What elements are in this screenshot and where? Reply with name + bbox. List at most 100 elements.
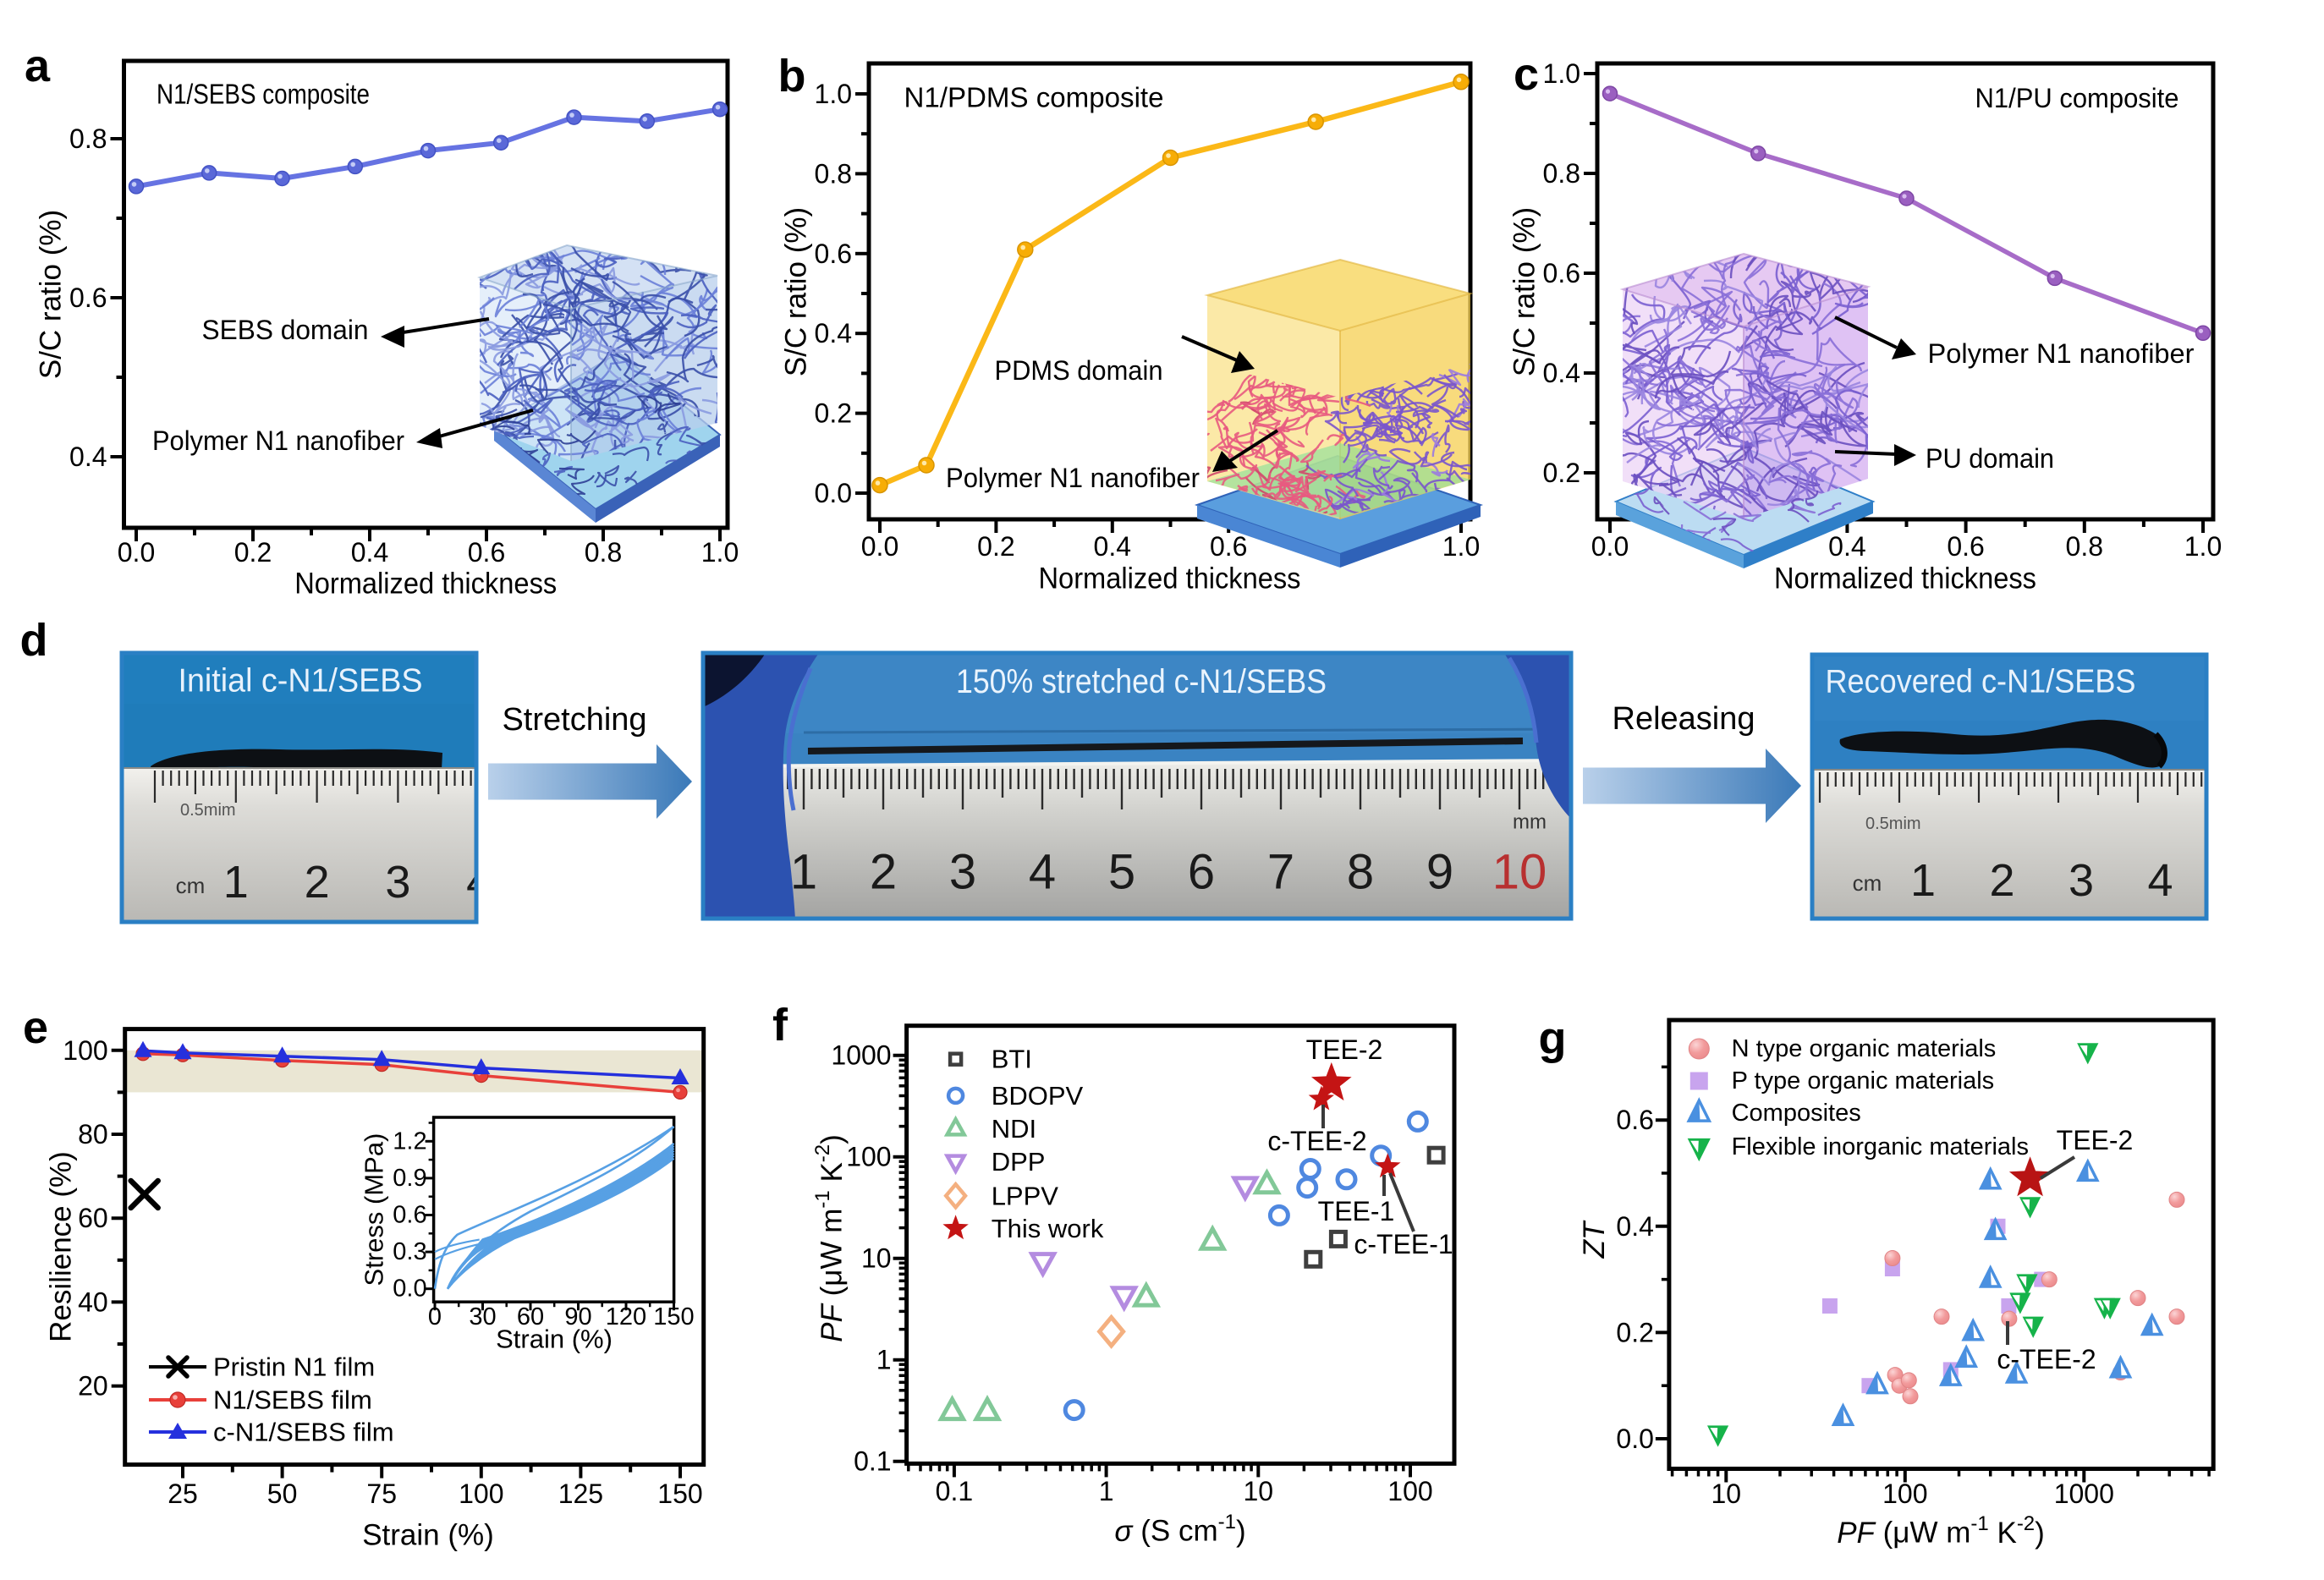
svg-text:4: 4 (466, 857, 492, 908)
svg-text:100: 100 (459, 1479, 503, 1509)
svg-text:Flexible inorganic materials: Flexible inorganic materials (1732, 1133, 2029, 1160)
svg-text:5: 5 (1108, 845, 1135, 900)
svg-text:1: 1 (876, 1345, 892, 1375)
svg-text:DPP: DPP (992, 1147, 1046, 1177)
svg-text:SEBS domain: SEBS domain (202, 315, 369, 345)
svg-text:Strain (%): Strain (%) (496, 1325, 613, 1354)
svg-text:1: 1 (790, 845, 817, 900)
svg-text:PU domain: PU domain (1926, 443, 2054, 474)
svg-text:0.4: 0.4 (351, 537, 388, 568)
svg-text:20: 20 (78, 1371, 108, 1402)
svg-text:TEE-1: TEE-1 (1318, 1196, 1395, 1226)
svg-text:c-TEE-2: c-TEE-2 (1997, 1344, 2096, 1374)
svg-text:1.0: 1.0 (815, 79, 852, 109)
svg-text:This work: This work (992, 1214, 1104, 1243)
svg-text:1: 1 (1099, 1476, 1114, 1506)
svg-text:150: 150 (653, 1303, 694, 1330)
svg-text:0.2: 0.2 (815, 398, 852, 429)
svg-text:c: c (1514, 49, 1539, 100)
svg-text:1.0: 1.0 (1442, 531, 1480, 562)
svg-text:0.6: 0.6 (815, 239, 852, 269)
svg-text:Normalized thickness: Normalized thickness (294, 568, 557, 601)
svg-text:0.4: 0.4 (1616, 1211, 1653, 1242)
svg-text:Resilience (%): Resilience (%) (45, 1151, 78, 1342)
svg-text:PDMS domain: PDMS domain (995, 355, 1163, 386)
svg-text:ZT: ZT (1578, 1220, 1611, 1259)
svg-text:60: 60 (517, 1303, 544, 1330)
svg-text:10: 10 (861, 1243, 892, 1274)
svg-text:0.0: 0.0 (118, 537, 155, 568)
svg-text:c-N1/SEBS film: c-N1/SEBS film (213, 1418, 394, 1447)
svg-text:0.0: 0.0 (393, 1276, 426, 1303)
svg-text:40: 40 (78, 1286, 108, 1317)
svg-text:N1/PU composite: N1/PU composite (1975, 83, 2179, 113)
svg-text:b: b (778, 51, 806, 101)
svg-text:0.6: 0.6 (1543, 258, 1580, 288)
svg-text:S/C ratio (%): S/C ratio (%) (780, 207, 813, 376)
svg-text:LPPV: LPPV (992, 1181, 1059, 1210)
svg-text:c-TEE-2: c-TEE-2 (1267, 1126, 1366, 1156)
svg-text:3: 3 (949, 845, 976, 900)
svg-text:Stress (MPa): Stress (MPa) (360, 1133, 389, 1286)
svg-text:0.9: 0.9 (393, 1165, 426, 1192)
svg-text:0.4: 0.4 (815, 318, 852, 348)
svg-text:2: 2 (870, 845, 897, 900)
svg-text:Recovered c-N1/SEBS: Recovered c-N1/SEBS (1826, 664, 2136, 700)
svg-text:0.0: 0.0 (1591, 531, 1629, 562)
svg-text:Composites: Composites (1732, 1100, 1861, 1127)
svg-text:Polymer N1 nanofiber: Polymer N1 nanofiber (152, 425, 404, 456)
svg-text:150: 150 (657, 1479, 702, 1509)
svg-text:0.6: 0.6 (1947, 531, 1984, 562)
svg-text:0.4: 0.4 (1828, 531, 1865, 562)
svg-text:TEE-2: TEE-2 (2057, 1125, 2134, 1155)
svg-text:100: 100 (846, 1142, 891, 1172)
svg-text:0.2: 0.2 (234, 537, 272, 568)
svg-text:1000: 1000 (831, 1040, 891, 1071)
svg-text:0.8: 0.8 (585, 537, 622, 568)
svg-text:cm: cm (1853, 870, 1882, 896)
svg-text:N1/PDMS composite: N1/PDMS composite (904, 82, 1164, 113)
svg-text:Initial c-N1/SEBS: Initial c-N1/SEBS (179, 663, 423, 699)
svg-text:0: 0 (428, 1303, 442, 1330)
svg-text:S/C ratio (%): S/C ratio (%) (1508, 207, 1541, 376)
svg-text:NDI: NDI (992, 1114, 1036, 1144)
svg-text:Releasing: Releasing (1613, 701, 1755, 737)
svg-text:0.4: 0.4 (1094, 531, 1131, 562)
svg-text:125: 125 (558, 1479, 603, 1509)
svg-text:2: 2 (305, 857, 330, 908)
svg-text:120: 120 (606, 1303, 646, 1330)
svg-text:0.8: 0.8 (1543, 158, 1580, 189)
svg-text:60: 60 (78, 1203, 108, 1233)
svg-text:f: f (772, 1000, 788, 1051)
svg-text:mm: mm (1513, 811, 1547, 834)
svg-text:90: 90 (564, 1303, 591, 1330)
svg-text:P type organic materials: P type organic materials (1732, 1067, 1995, 1094)
svg-text:0.6: 0.6 (1616, 1105, 1653, 1135)
svg-text:Polymer N1 nanofiber: Polymer N1 nanofiber (1928, 338, 2195, 369)
svg-text:0.1: 0.1 (936, 1476, 973, 1506)
svg-text:8: 8 (1347, 845, 1374, 900)
svg-text:0.0: 0.0 (1616, 1424, 1653, 1454)
svg-text:BDOPV: BDOPV (992, 1081, 1084, 1111)
svg-text:c-TEE-1: c-TEE-1 (1354, 1229, 1453, 1259)
svg-text:0.8: 0.8 (69, 123, 107, 154)
svg-text:N1/SEBS composite: N1/SEBS composite (157, 79, 370, 110)
svg-text:10: 10 (1244, 1476, 1274, 1506)
svg-text:a: a (25, 41, 51, 91)
svg-text:75: 75 (366, 1479, 397, 1509)
svg-text:7: 7 (1267, 845, 1294, 900)
svg-text:3: 3 (2069, 855, 2094, 906)
svg-text:1.2: 1.2 (393, 1127, 426, 1155)
svg-text:g: g (1539, 1013, 1567, 1064)
svg-text:Strain (%): Strain (%) (362, 1519, 494, 1552)
svg-text:9: 9 (1426, 845, 1453, 900)
svg-text:10: 10 (1711, 1479, 1742, 1509)
svg-text:10: 10 (1492, 845, 1547, 900)
svg-text:PF (μW m-1 K-2): PF (μW m-1 K-2) (1837, 1512, 2045, 1550)
svg-text:PF (μW m-1 K-2): PF (μW m-1 K-2) (811, 1134, 849, 1342)
svg-text:1.0: 1.0 (701, 537, 739, 568)
svg-text:cm: cm (176, 873, 206, 898)
svg-text:N type organic materials: N type organic materials (1732, 1035, 1997, 1062)
svg-text:2: 2 (1989, 855, 2014, 906)
svg-text:Stretching: Stretching (502, 702, 646, 738)
